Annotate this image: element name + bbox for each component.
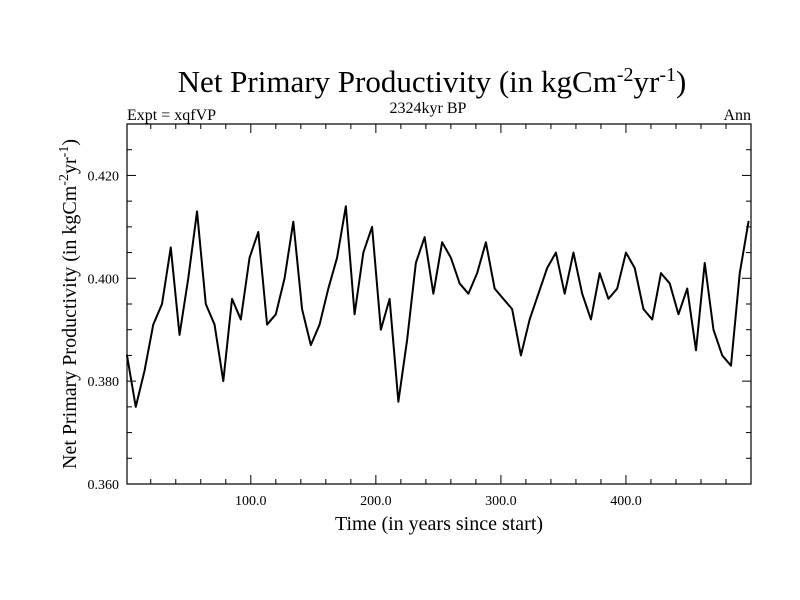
y-axis-title-mid: yr: [59, 157, 81, 174]
y-axis-title: Net Primary Productivity (in kgCm-2yr-1): [57, 139, 81, 469]
y-tick-label: 0.380: [88, 375, 120, 390]
x-axis-title: Time (in years since start): [335, 513, 543, 535]
y-axis-title-end: ): [59, 139, 81, 146]
y-tick-labels: 0.360 0.380 0.400 0.420: [88, 169, 120, 493]
plot-frame: [126, 123, 752, 485]
chart-title-main: Net Primary Productivity (in kgCm: [178, 64, 617, 99]
x-tick-label: 400.0: [610, 494, 642, 509]
time-label: 2324kyr BP: [390, 100, 467, 117]
chart-title-sup1: -2: [617, 64, 634, 86]
y-tick-label: 0.360: [88, 478, 120, 493]
experiment-label: Expt = xqfVP: [127, 107, 216, 124]
x-tick-label: 100.0: [235, 494, 267, 509]
chart-title-mid: yr: [633, 64, 660, 99]
x-tick-label: 300.0: [485, 494, 517, 509]
axes-ticks: [127, 123, 752, 485]
chart-title: Net Primary Productivity (in kgCm-2yr-1): [178, 64, 687, 99]
y-axis-title-sup2: -1: [57, 146, 72, 158]
chart-title-sup2: -1: [659, 64, 676, 86]
y-tick-label: 0.420: [88, 169, 120, 184]
y-axis-title-main: Net Primary Productivity (in kgCm: [59, 185, 81, 469]
x-tick-label: 200.0: [360, 494, 392, 509]
x-tick-labels: 100.0 200.0 300.0 400.0: [235, 494, 642, 509]
chart-title-end: ): [676, 64, 686, 99]
season-label: Ann: [723, 107, 751, 124]
y-axis-title-sup1: -2: [57, 174, 72, 186]
npp-series-line: [126, 205, 750, 408]
y-tick-label: 0.400: [88, 272, 120, 287]
